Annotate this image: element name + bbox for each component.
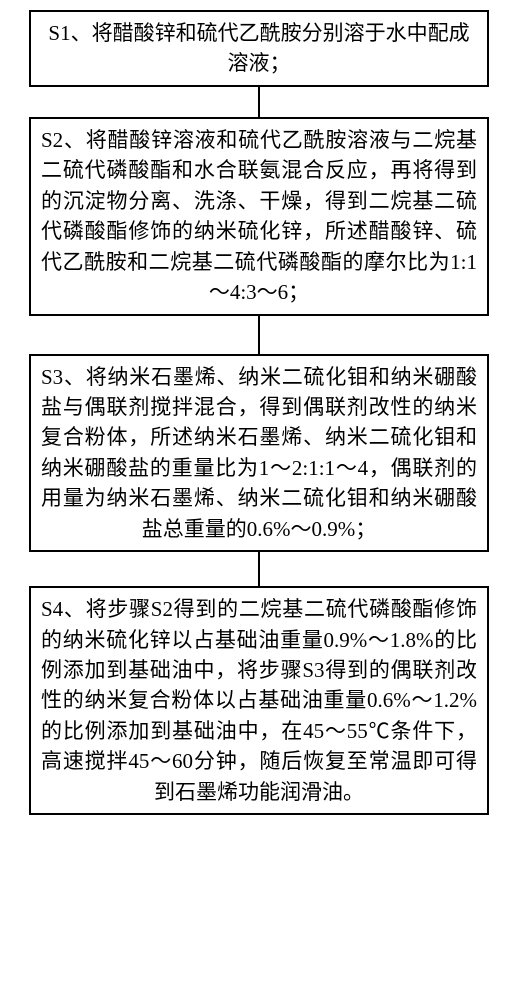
step-box-s2: S2、将醋酸锌溶液和硫代乙酰胺溶液与二烷基二硫代磷酸酯和水合联氨混合反应，再将得… — [29, 117, 489, 316]
step-box-s3: S3、将纳米石墨烯、纳米二硫化钼和纳米硼酸盐与偶联剂搅拌混合，得到偶联剂改性的纳… — [29, 354, 489, 553]
step-text-s2: S2、将醋酸锌溶液和硫代乙酰胺溶液与二烷基二硫代磷酸酯和水合联氨混合反应，再将得… — [41, 125, 477, 308]
step-text-s3: S3、将纳米石墨烯、纳米二硫化钼和纳米硼酸盐与偶联剂搅拌混合，得到偶联剂改性的纳… — [41, 362, 477, 545]
step-box-s4: S4、将步骤S2得到的二烷基二硫代磷酸酯修饰的纳米硫化锌以占基础油重量0.9%～… — [29, 586, 489, 815]
step-text-s4: S4、将步骤S2得到的二烷基二硫代磷酸酯修饰的纳米硫化锌以占基础油重量0.9%～… — [41, 594, 477, 807]
connector-s3-s4 — [258, 552, 260, 586]
step-box-s1: S1、将醋酸锌和硫代乙酰胺分别溶于水中配成溶液； — [29, 10, 489, 87]
connector-s2-s3 — [258, 316, 260, 354]
connector-s1-s2 — [258, 87, 260, 117]
step-text-s1: S1、将醋酸锌和硫代乙酰胺分别溶于水中配成溶液； — [41, 18, 477, 79]
